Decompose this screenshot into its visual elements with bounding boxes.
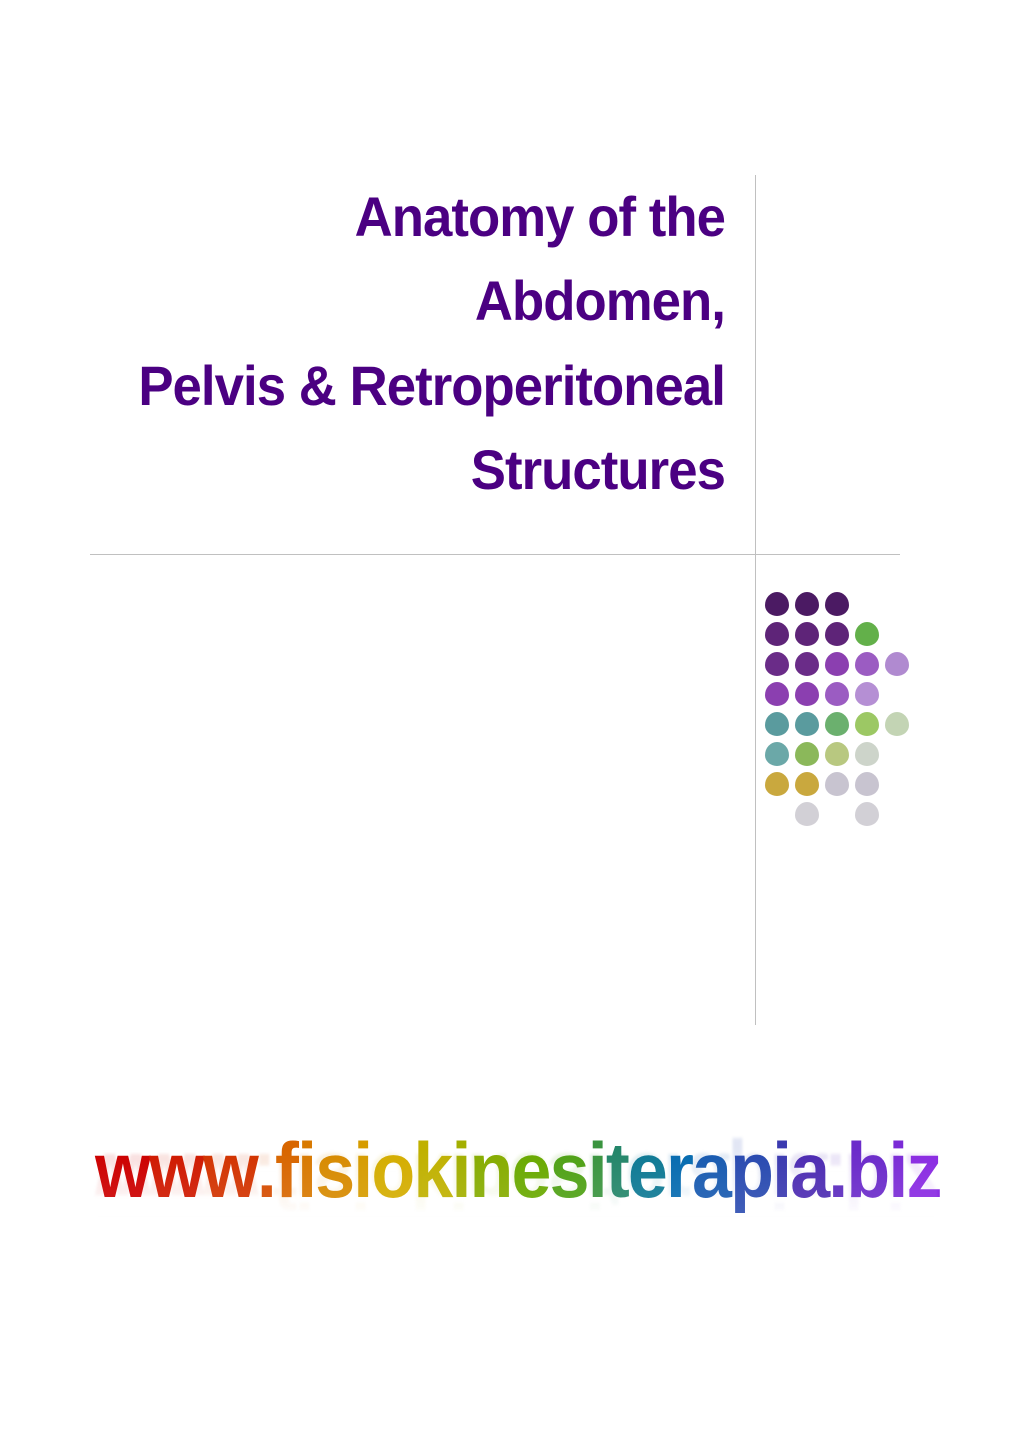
decorative-dot (825, 742, 849, 766)
decorative-dot (825, 592, 849, 616)
decorative-dot-grid (765, 592, 909, 832)
title-line-2: Pelvis & Retroperitoneal (117, 344, 725, 428)
decorative-dot (825, 712, 849, 736)
vertical-divider (755, 175, 756, 1025)
decorative-dot (765, 652, 789, 676)
decorative-dot (765, 592, 789, 616)
decorative-dot (765, 682, 789, 706)
decorative-dot (855, 652, 879, 676)
title-line-3: Structures (117, 428, 725, 512)
horizontal-divider (90, 554, 900, 555)
decorative-dot (795, 682, 819, 706)
decorative-dot (795, 742, 819, 766)
decorative-dot (855, 622, 879, 646)
decorative-dot (795, 652, 819, 676)
decorative-dot (855, 772, 879, 796)
decorative-dot (765, 772, 789, 796)
title-line-1: Anatomy of the Abdomen, (117, 175, 725, 344)
decorative-dot (855, 682, 879, 706)
title-block: Anatomy of the Abdomen, Pelvis & Retrope… (85, 175, 725, 512)
slide: Anatomy of the Abdomen, Pelvis & Retrope… (0, 0, 1020, 1442)
decorative-dot (765, 622, 789, 646)
decorative-dot (855, 712, 879, 736)
decorative-dot (795, 712, 819, 736)
footer-url-reflection: www.fisiokinesiterapia.biz (95, 1135, 938, 1226)
decorative-dot (825, 682, 849, 706)
decorative-dot (765, 742, 789, 766)
decorative-dot (765, 712, 789, 736)
decorative-dot (885, 712, 909, 736)
decorative-dot (795, 802, 819, 826)
decorative-dot (795, 772, 819, 796)
decorative-dot (765, 802, 789, 826)
decorative-dot (795, 592, 819, 616)
decorative-dot (885, 652, 909, 676)
decorative-dot (855, 802, 879, 826)
decorative-dot (825, 802, 849, 826)
decorative-dot (795, 622, 819, 646)
decorative-dot (825, 622, 849, 646)
decorative-dot (825, 652, 849, 676)
decorative-dot (855, 742, 879, 766)
decorative-dot (825, 772, 849, 796)
